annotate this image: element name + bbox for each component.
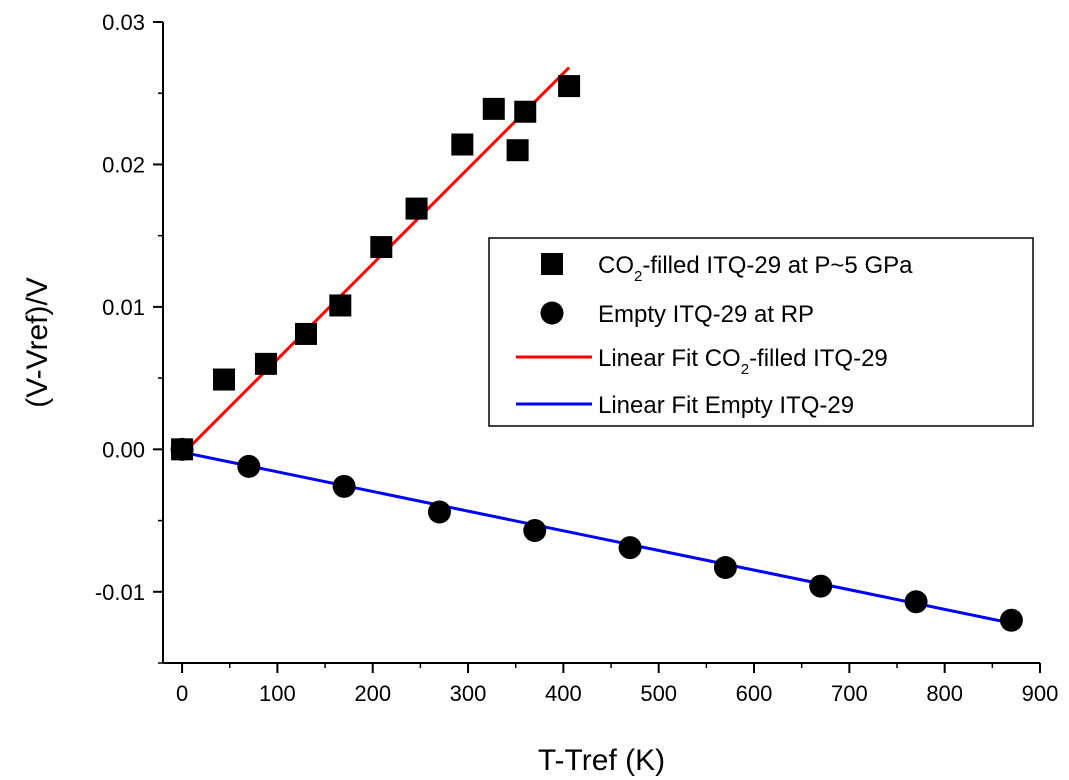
y-axis-ticks: -0.01 0.00 0.01 0.02 0.03: [95, 10, 163, 664]
y-tick-label: 0.00: [102, 437, 145, 462]
x-axis-title: T-Tref (K): [538, 744, 665, 777]
x-axis-ticks: 0 100 200 300 400 500 600 700 800 900: [176, 663, 1058, 706]
x-tick-label: 300: [450, 681, 487, 706]
data-point-square: [254, 352, 277, 375]
x-tick-label: 400: [545, 681, 582, 706]
legend-symbol-square: [541, 253, 563, 275]
axes: [162, 22, 1040, 664]
data-point-circle: [809, 574, 833, 598]
y-tick-label: 0.02: [102, 152, 145, 177]
data-point-circle: [427, 500, 451, 524]
legend-label: CO2-filled ITQ-29 at P~5 GPa: [598, 252, 913, 285]
x-tick-label: 0: [176, 681, 188, 706]
y-tick-label: -0.01: [95, 580, 145, 605]
legend-label: Linear Fit CO2-filled ITQ-29: [598, 345, 888, 378]
data-point-circle: [999, 608, 1023, 632]
x-tick-label: 800: [926, 681, 963, 706]
data-point-square: [506, 139, 529, 162]
data-point-square: [558, 75, 581, 98]
legend-label: Empty ITQ-29 at RP: [598, 301, 814, 328]
data-point-square: [405, 197, 428, 220]
data-point-circle: [904, 590, 928, 614]
data-point-square: [370, 236, 393, 259]
data-point-circle: [618, 536, 642, 560]
data-point-square: [213, 368, 236, 391]
data-point-square: [514, 100, 537, 123]
legend-symbol-circle: [540, 301, 564, 325]
data-point-square: [482, 97, 505, 120]
legend-box: [488, 237, 1034, 427]
data-point-circle: [713, 556, 737, 580]
data-point-circle: [237, 454, 261, 478]
x-tick-label: 900: [1022, 681, 1059, 706]
data-markers: [170, 75, 1023, 632]
y-axis-title: (V-Vref)/V: [21, 277, 54, 408]
x-tick-label: 100: [259, 681, 296, 706]
x-tick-label: 600: [736, 681, 773, 706]
data-point-square: [451, 133, 474, 156]
data-point-circle: [170, 437, 194, 461]
fit-line: [181, 450, 1012, 625]
y-tick-label: 0.01: [102, 295, 145, 320]
data-point-square: [294, 322, 317, 345]
data-point-square: [329, 294, 352, 317]
legend-label: Linear Fit Empty ITQ-29: [598, 392, 854, 419]
x-tick-label: 200: [354, 681, 391, 706]
x-tick-label: 500: [640, 681, 677, 706]
y-tick-label: 0.03: [102, 10, 145, 35]
data-point-circle: [332, 474, 356, 498]
legend: CO2-filled ITQ-29 at P~5 GPa Empty ITQ-29…: [488, 237, 1034, 427]
x-tick-label: 700: [831, 681, 868, 706]
data-point-circle: [523, 519, 547, 543]
